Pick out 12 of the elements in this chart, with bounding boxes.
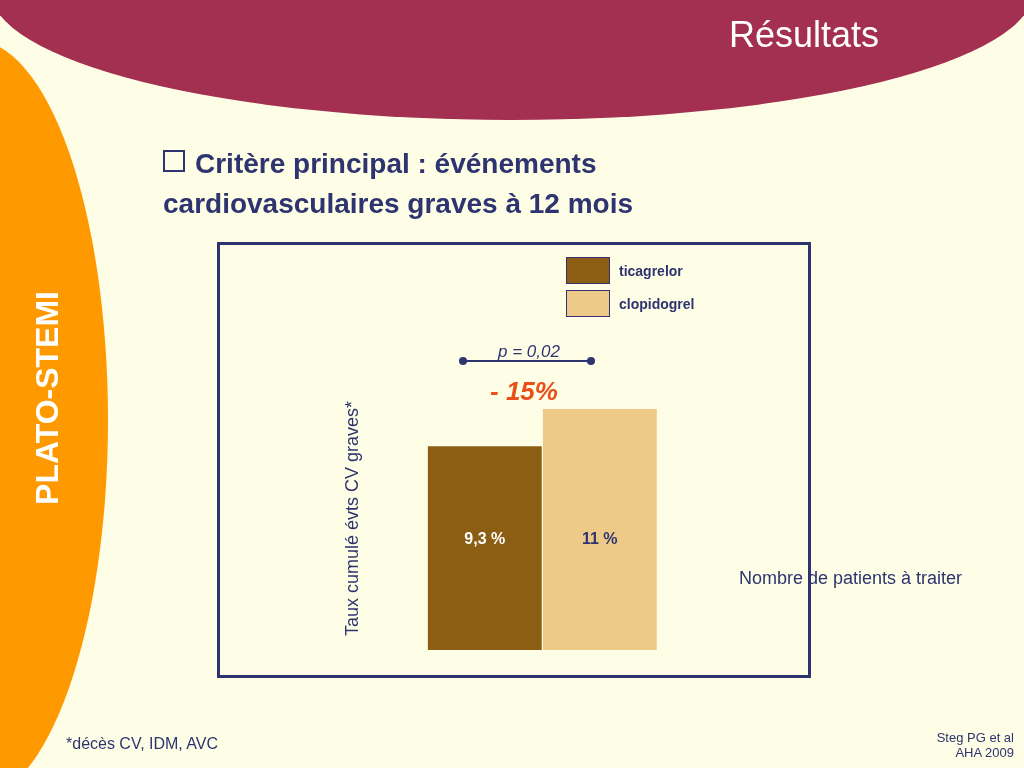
- text: PLATO-STEMI: [29, 291, 67, 505]
- data-label: 11 %: [582, 530, 618, 548]
- y-axis-title: Taux cumulé évts CV graves*: [341, 400, 362, 637]
- chart-subtitle: Critère principal : événements cardiovasculaires graves à 12 mois: [163, 148, 634, 219]
- text: Steg PG et al AHA 2009: [935, 730, 1014, 760]
- text: - 15%: [490, 376, 558, 407]
- text: Résultats: [728, 14, 879, 56]
- text: p = 0,02: [498, 342, 560, 362]
- legend-label: clopidogrel: [619, 295, 695, 312]
- legend-label: ticagrelor: [619, 262, 683, 279]
- text: *décès CV, IDM, AVC: [66, 735, 219, 753]
- data-label: 9,3 %: [464, 530, 506, 548]
